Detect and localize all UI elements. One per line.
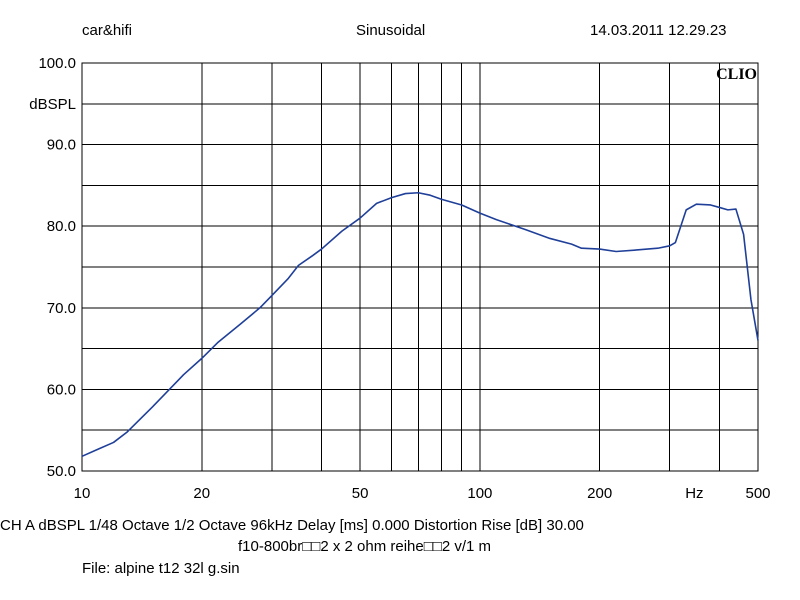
y-tick-label: 60.0	[47, 381, 76, 398]
tick-labels: 100.0 90.0 80.0 70.0 60.0 50.0 dBSPL 10 20 50 100 2…	[29, 55, 770, 502]
frequency-response-curve	[81, 191, 759, 458]
footer-settings: CH A dBSPL 1/48 Octave 1/2 Octave 96kHz …	[0, 517, 584, 534]
x-tick-label: 200	[587, 485, 612, 502]
x-tick-label: 50	[352, 485, 369, 502]
timestamp: 14.03.2011 12.29.23	[590, 22, 727, 39]
y-tick-label: 50.0	[47, 463, 76, 480]
plot-frame	[81, 62, 759, 472]
x-axis-unit-label: Hz	[685, 485, 703, 502]
y-axis-unit-label: dBSPL	[29, 96, 76, 113]
footer-description: f10-800br□□2 x 2 ohm reihe□□2 v/1 m	[238, 538, 492, 555]
grid	[82, 63, 758, 471]
footer-file: File: alpine t12 32l g.sin	[82, 560, 240, 577]
y-tick-label: 80.0	[47, 218, 76, 235]
y-tick-label: 90.0	[47, 137, 76, 154]
y-tick-label: 70.0	[47, 300, 76, 317]
x-tick-label: 10	[74, 485, 91, 502]
y-tick-label: 100.0	[38, 55, 76, 72]
header-left: car&hifi	[82, 22, 133, 39]
x-tick-label: 500	[745, 485, 770, 502]
series-layer	[81, 191, 759, 458]
chart-title: Sinusoidal	[356, 22, 426, 39]
x-tick-label: 100	[467, 485, 492, 502]
clio-logo: CLIO	[716, 66, 757, 83]
x-tick-label: 20	[193, 485, 210, 502]
